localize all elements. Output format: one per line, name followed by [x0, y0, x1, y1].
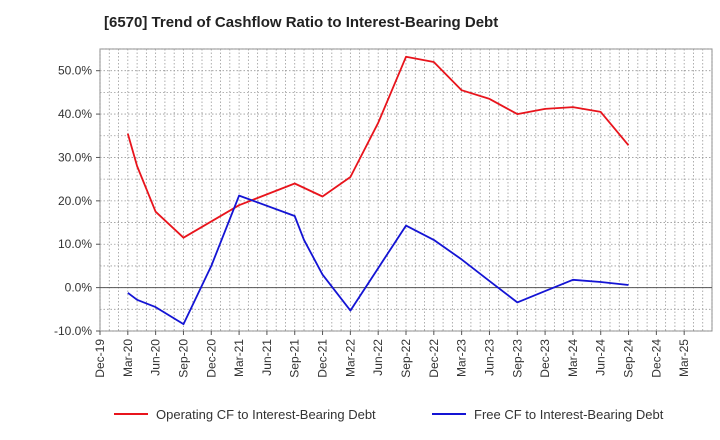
series-line-operating-cf — [126, 55, 630, 239]
chart-title: [6570] Trend of Cashflow Ratio to Intere… — [104, 14, 499, 31]
x-tick-label: Dec-20 — [204, 339, 218, 378]
x-tick-label: Sep-21 — [288, 339, 302, 378]
series-line-free-cf — [127, 194, 629, 326]
y-tick-label: -10.0% — [54, 324, 92, 338]
x-tick-label: Jun-23 — [482, 339, 496, 376]
x-tick-label: Mar-24 — [566, 339, 580, 377]
x-tick-label: Mar-21 — [232, 339, 246, 377]
x-tick-label: Sep-23 — [510, 339, 524, 378]
x-tick-label: Dec-22 — [427, 339, 441, 378]
x-tick-label: Jun-22 — [371, 339, 385, 376]
y-tick-label: 0.0% — [65, 281, 93, 295]
x-tick-label: Mar-25 — [677, 339, 691, 377]
x-tick-label: Dec-21 — [316, 339, 330, 378]
y-tick-label: 30.0% — [58, 150, 92, 164]
y-tick-label: 50.0% — [58, 64, 92, 78]
x-tick-label: Mar-20 — [121, 339, 135, 377]
legend-label-free-cf: Free CF to Interest-Bearing Debt — [474, 407, 664, 422]
y-tick-label: 40.0% — [58, 107, 92, 121]
x-tick-label: Sep-24 — [622, 339, 636, 378]
y-tick-label: 10.0% — [58, 237, 92, 251]
y-tick-label: 20.0% — [58, 194, 92, 208]
x-tick-label: Mar-23 — [455, 339, 469, 377]
x-tick-label: Sep-22 — [399, 339, 413, 378]
x-tick-label: Sep-20 — [176, 339, 190, 378]
x-tick-label: Jun-24 — [594, 339, 608, 376]
x-tick-label: Jun-20 — [149, 339, 163, 376]
x-tick-label: Jun-21 — [260, 339, 274, 376]
x-tick-label: Dec-24 — [649, 339, 663, 378]
x-tick-label: Mar-22 — [343, 339, 357, 377]
legend-label-operating-cf: Operating CF to Interest-Bearing Debt — [156, 407, 376, 422]
x-tick-label: Dec-23 — [538, 339, 552, 378]
x-tick-label: Dec-19 — [93, 339, 107, 378]
